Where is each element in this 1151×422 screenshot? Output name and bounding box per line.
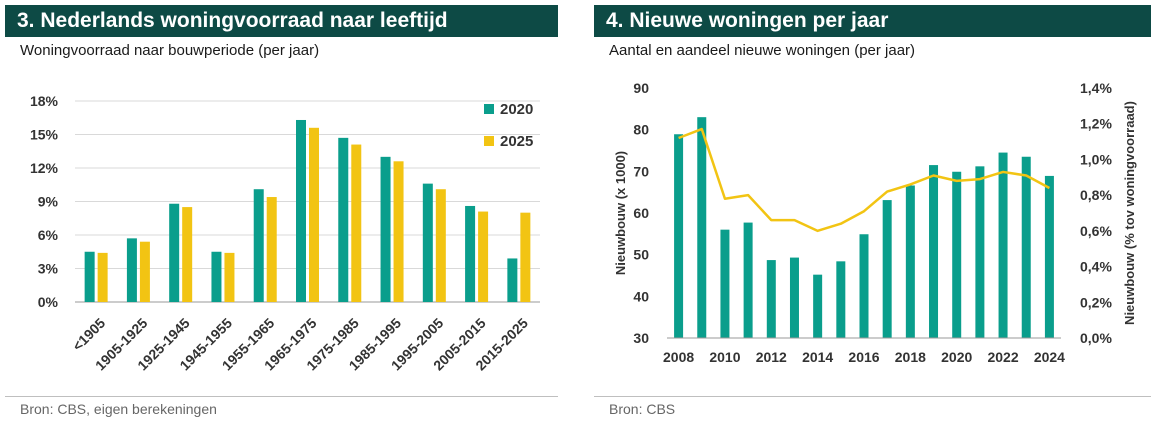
- left-y-tick-label: 50: [633, 247, 649, 263]
- y-tick-label: 18%: [30, 93, 59, 109]
- bar-2020: [296, 119, 306, 302]
- bar-2025: [224, 252, 235, 302]
- left-y-tick-label: 40: [633, 288, 649, 304]
- bar-new-homes: [859, 234, 869, 338]
- bar-2020: [338, 137, 349, 302]
- bar-new-homes: [998, 152, 1008, 338]
- left-y-tick-label: 80: [633, 122, 649, 138]
- bar-2020: [465, 205, 476, 302]
- bar-new-homes: [789, 257, 799, 338]
- bar-new-homes: [813, 274, 823, 338]
- y-tick-label: 0%: [38, 294, 59, 310]
- bar-2020: [84, 251, 95, 302]
- right-y-tick-label: 0,2%: [1080, 294, 1112, 310]
- line-share-of-stock: [678, 127, 1051, 233]
- bar-new-homes: [952, 171, 962, 338]
- chart-subtitle: Aantal en aandeel nieuwe woningen (per j…: [609, 42, 916, 59]
- legend-swatch: [484, 136, 494, 146]
- x-tick-label: 2010: [709, 349, 740, 365]
- x-tick-label: 2016: [848, 349, 879, 365]
- right-y-tick-label: 0,4%: [1080, 259, 1112, 275]
- right-y-tick-label: 1,0%: [1080, 151, 1112, 167]
- left-y-tick-label: 70: [633, 163, 649, 179]
- y-tick-label: 9%: [38, 194, 59, 210]
- bar-2025: [139, 241, 150, 302]
- x-tick-label: 2020: [941, 349, 972, 365]
- left-y-tick-label: 90: [633, 80, 649, 96]
- bar-new-homes: [743, 222, 753, 338]
- bar-2025: [351, 144, 362, 302]
- legend-swatch: [484, 104, 494, 114]
- x-tick-label: 2022: [987, 349, 1018, 365]
- bar-new-homes: [697, 117, 707, 339]
- x-tick-label: 2014: [802, 349, 833, 365]
- new-homes-chart: 30 40 50 60 70 80 90 0,0% 0,2% 0,4% 0,6% 0,8% 1,0% 1,…: [613, 80, 1137, 365]
- bar-2020: [169, 203, 180, 302]
- right-y-tick-label: 0,6%: [1080, 223, 1112, 239]
- left-axis-title: Nieuwbouw (x 1000): [613, 151, 628, 275]
- bar-2025: [520, 212, 531, 302]
- x-tick-label: <1905: [69, 315, 108, 354]
- left-panel: 3. Nederlands woningvoorraad naar leefti…: [0, 0, 558, 422]
- source-note: Bron: CBS: [609, 401, 676, 417]
- left-y-tick-label: 60: [633, 205, 649, 221]
- bar-2020: [507, 258, 518, 302]
- y-tick-label: 6%: [38, 227, 59, 243]
- x-tick-label: 2018: [895, 349, 926, 365]
- divider: [594, 396, 1151, 397]
- y-tick-label: 3%: [38, 261, 59, 277]
- right-y-tick-label: 0,0%: [1080, 330, 1112, 346]
- left-y-tick-label: 30: [633, 330, 649, 346]
- right-panel: 4. Nieuwe woningen per jaar Aantal en aa…: [589, 0, 1151, 422]
- bar-2025: [435, 189, 446, 302]
- bar-2020: [211, 251, 222, 302]
- bar-2025: [97, 252, 108, 302]
- bar-new-homes: [1021, 156, 1031, 338]
- bar-2020: [380, 156, 391, 302]
- bar-2020: [253, 189, 264, 302]
- legend-label: 2020: [500, 101, 533, 118]
- right-y-tick-label: 1,4%: [1080, 80, 1112, 96]
- bar-2025: [266, 197, 277, 302]
- bar-new-homes: [766, 260, 776, 338]
- bar-new-homes: [720, 229, 730, 338]
- bar-2025: [393, 161, 404, 302]
- bar-new-homes: [836, 261, 846, 338]
- bar-new-homes: [905, 185, 915, 338]
- x-tick-label: 2012: [756, 349, 787, 365]
- bar-new-homes: [882, 200, 892, 338]
- bar-new-homes: [1044, 175, 1054, 338]
- bar-new-homes: [929, 165, 939, 338]
- bar-new-homes: [975, 166, 985, 338]
- housing-stock-bar-chart: 0%3%6%9%12%15%18%<19051905-19251925-1945…: [30, 93, 540, 373]
- bar-2025: [309, 127, 319, 302]
- right-axis-title: Nieuwbouw (% tov woningvoorraad): [1122, 101, 1137, 325]
- bar-2025: [182, 207, 193, 302]
- y-tick-label: 12%: [30, 160, 59, 176]
- right-y-tick-label: 0,8%: [1080, 187, 1112, 203]
- bar-2020: [126, 238, 137, 302]
- y-tick-label: 15%: [30, 127, 59, 143]
- x-tick-label: 2024: [1034, 349, 1065, 365]
- bar-2025: [478, 211, 489, 302]
- bar-2020: [422, 183, 433, 302]
- chart-header: 3. Nederlands woningvoorraad naar leefti…: [5, 5, 558, 37]
- x-tick-label: 2008: [663, 349, 694, 365]
- divider: [5, 396, 558, 397]
- bar-new-homes: [674, 134, 684, 338]
- source-note: Bron: CBS, eigen berekeningen: [20, 401, 217, 417]
- legend-label: 2025: [500, 133, 533, 150]
- chart-header: 4. Nieuwe woningen per jaar: [594, 5, 1151, 37]
- chart-subtitle: Woningvoorraad naar bouwperiode (per jaa…: [20, 42, 320, 59]
- right-y-tick-label: 1,2%: [1080, 116, 1112, 132]
